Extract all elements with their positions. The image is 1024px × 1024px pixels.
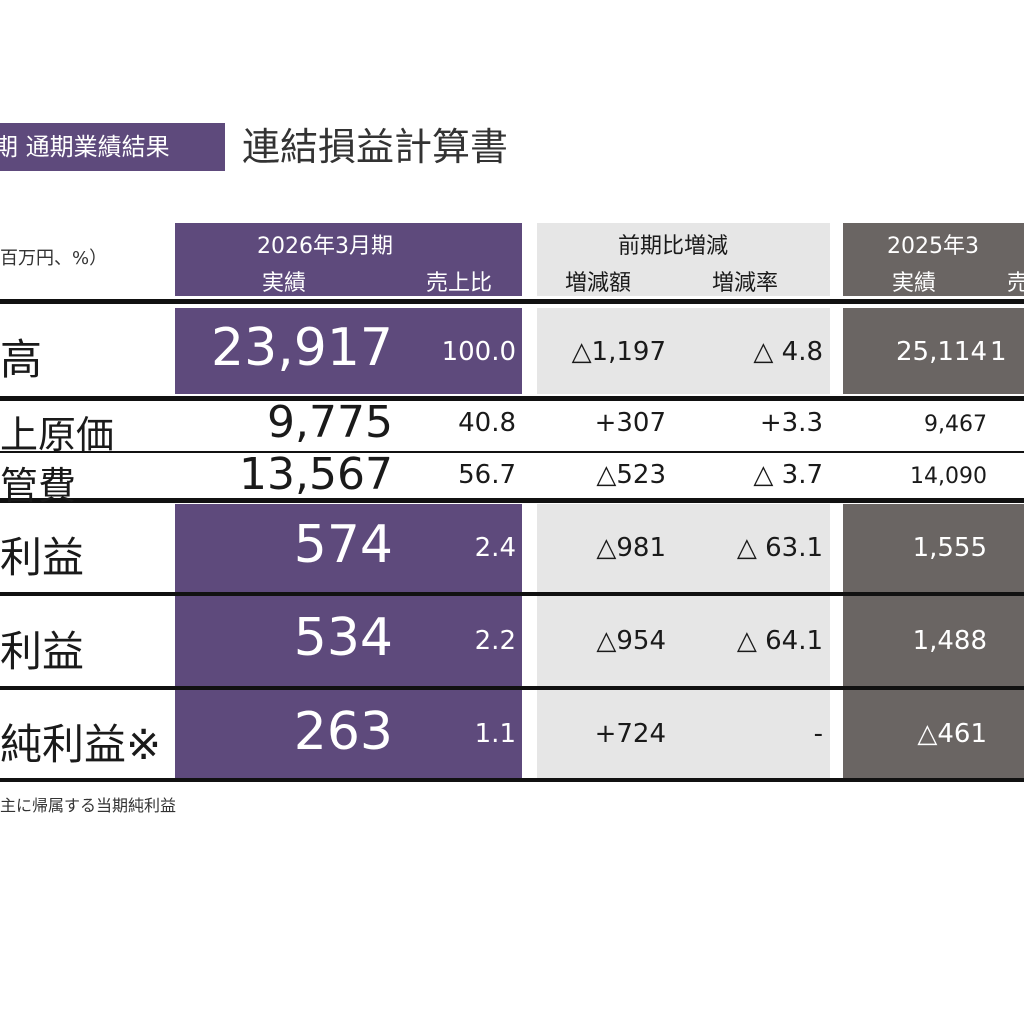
- rule-bottom: [0, 778, 1024, 782]
- row-label: 高: [0, 335, 43, 384]
- row-label: 管費: [0, 464, 77, 508]
- previous-body-band-2: [843, 504, 1024, 778]
- change-amount-value: △981: [596, 533, 666, 563]
- ratio-value: 56.7: [458, 460, 516, 490]
- change-amount-value: +307: [594, 408, 666, 438]
- change-title-label: 前期比増減: [618, 234, 729, 259]
- current-body-band-1: [175, 308, 522, 394]
- current-value: 23,917: [211, 318, 393, 378]
- current-header-band: [175, 223, 522, 296]
- previous-value: △461: [917, 719, 987, 749]
- rule-top: [0, 299, 1024, 304]
- current-value: 263: [293, 702, 393, 762]
- current-ratio-label: 売上比: [426, 271, 493, 296]
- current-value: 534: [293, 608, 393, 668]
- change-amount-value: △523: [596, 460, 666, 490]
- ratio-value: 1.1: [474, 719, 516, 749]
- rule-row-4: [0, 592, 1024, 596]
- ratio-value: 2.4: [474, 533, 516, 563]
- previous-period-label: 2025年3: [887, 234, 979, 259]
- footnote: 主に帰属する当期純利益: [0, 796, 177, 815]
- rule-row-5: [0, 686, 1024, 690]
- previous-value: 9,467: [924, 412, 987, 437]
- ratio-value: 100.0: [441, 337, 516, 367]
- rule-row-3: [0, 498, 1024, 503]
- current-value: 574: [293, 515, 393, 575]
- current-actual-label: 実績: [262, 271, 307, 296]
- change-rate-value: -: [813, 719, 823, 749]
- change-amount-value: △1,197: [571, 337, 666, 367]
- previous-header-band: [843, 223, 1024, 296]
- previous-value: 1,555: [912, 533, 987, 563]
- change-rate-label: 増減率: [712, 271, 779, 296]
- previous-ratio-value: 1: [990, 337, 1007, 367]
- row-label: 利益: [0, 533, 85, 582]
- change-body-band-1: [537, 308, 830, 394]
- rule-row-2: [0, 451, 1024, 453]
- previous-value: 1,488: [912, 626, 987, 656]
- rule-row-1: [0, 396, 1024, 401]
- change-rate-value: △ 63.1: [736, 533, 823, 563]
- current-value: 13,567: [239, 449, 393, 500]
- change-rate-value: △ 4.8: [753, 337, 823, 367]
- change-rate-value: △ 3.7: [753, 460, 823, 490]
- row-label: 利益: [0, 627, 85, 676]
- previous-body-band-1: [843, 308, 1024, 394]
- change-amount-value: +724: [594, 719, 666, 749]
- change-rate-value: △ 64.1: [736, 626, 823, 656]
- row-label: 上原価: [0, 413, 115, 457]
- change-amount-label: 増減額: [565, 271, 632, 296]
- previous-ratio-label: 売: [1007, 271, 1024, 296]
- previous-value: 14,090: [910, 464, 987, 489]
- previous-value: 25,114: [896, 337, 987, 367]
- section-tag: 期 通期業績結果: [0, 123, 225, 171]
- current-body-band-2: [175, 504, 522, 778]
- change-header-band: [537, 223, 830, 296]
- ratio-value: 40.8: [458, 408, 516, 438]
- previous-actual-label: 実績: [892, 271, 937, 296]
- page-title: 連結損益計算書: [242, 125, 509, 169]
- change-rate-value: +3.3: [759, 408, 823, 438]
- change-amount-value: △954: [596, 626, 666, 656]
- row-label: 純利益※: [0, 720, 162, 769]
- unit-label: 百万円、%）: [0, 248, 108, 269]
- current-value: 9,775: [267, 397, 393, 448]
- ratio-value: 2.2: [474, 626, 516, 656]
- current-period-label: 2026年3月期: [257, 234, 393, 259]
- change-body-band-2: [537, 504, 830, 778]
